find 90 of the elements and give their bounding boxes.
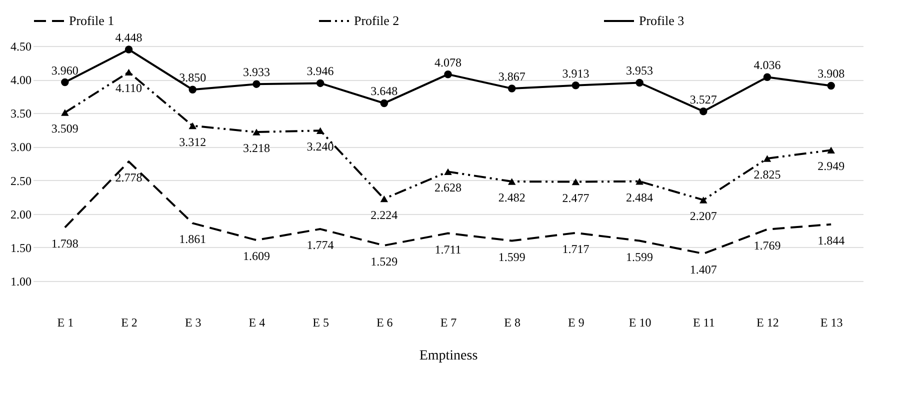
point [252, 128, 260, 136]
point [61, 109, 69, 116]
y-tick-label: 1.00 [10, 274, 32, 288]
y-tick-label: 4.50 [10, 40, 32, 54]
data-label: 2.207 [690, 208, 717, 223]
data-label: 1.774 [306, 238, 334, 252]
data-label: 1.599 [498, 250, 526, 264]
data-label: 2.778 [115, 170, 142, 185]
point [61, 78, 69, 86]
data-label: 4.036 [754, 58, 781, 72]
x-tick-label: E 8 [504, 316, 521, 330]
x-tick-label: E 11 [692, 316, 715, 330]
point [444, 168, 452, 176]
legend-label: Profile 1 [69, 13, 114, 28]
legend-label: Profile 2 [354, 13, 400, 28]
point [380, 195, 388, 202]
data-label: 3.960 [51, 63, 78, 78]
point [444, 70, 452, 78]
data-label: 1.861 [179, 232, 206, 246]
data-label: 3.913 [562, 66, 590, 80]
data-label: 3.946 [306, 64, 334, 78]
x-tick-label: E 2 [121, 316, 138, 330]
point [252, 80, 260, 88]
y-tick-label: 3.50 [10, 106, 32, 121]
data-label: 1.717 [562, 242, 590, 256]
x-tick-label: E 1 [57, 316, 74, 330]
x-tick-label: E 12 [756, 316, 779, 330]
data-label: 2.484 [626, 190, 654, 204]
legend-label: Profile 3 [639, 13, 684, 28]
x-tick-label: E 10 [628, 316, 652, 330]
data-label: 1.609 [242, 249, 270, 264]
data-label: 1.711 [434, 242, 462, 256]
point [827, 146, 835, 154]
data-label: 1.844 [818, 233, 845, 248]
data-label: 3.509 [51, 122, 78, 136]
data-label: 3.312 [179, 134, 206, 149]
data-label: 1.529 [370, 254, 398, 268]
point [700, 196, 708, 204]
point [124, 68, 133, 76]
point [316, 127, 324, 134]
point [508, 84, 516, 92]
data-label: 3.527 [690, 92, 717, 106]
data-label: 1.407 [690, 262, 717, 277]
point [827, 82, 835, 90]
point [700, 107, 708, 116]
data-label: 2.482 [498, 190, 526, 204]
x-tick-label: E 5 [312, 316, 329, 330]
data-label: 3.850 [179, 70, 206, 85]
data-label: 3.933 [242, 65, 270, 80]
point [763, 155, 772, 162]
x-tick-label: E 6 [376, 316, 393, 330]
data-label: 2.477 [562, 190, 590, 205]
data-label: 2.825 [754, 167, 781, 182]
x-axis-title: Emptiness [419, 348, 478, 364]
data-label: 2.224 [370, 208, 398, 222]
y-tick-label: 4.00 [10, 73, 32, 88]
data-label: 3.648 [370, 84, 398, 98]
point [188, 122, 196, 130]
y-tick-label: 2.00 [10, 207, 32, 222]
y-tick-label: 2.50 [10, 174, 32, 188]
x-tick-label: E 3 [184, 316, 202, 330]
y-tick-label: 1.50 [10, 240, 32, 255]
data-label: 3.240 [306, 140, 334, 154]
point [380, 99, 388, 108]
data-label: 4.448 [115, 30, 142, 44]
data-label: 3.218 [242, 141, 270, 156]
point [763, 73, 772, 82]
data-label: 2.628 [434, 180, 462, 195]
point [572, 178, 580, 186]
point [508, 178, 516, 185]
x-tick-label: E 4 [248, 316, 266, 330]
point [316, 79, 324, 88]
data-label: 4.078 [434, 55, 462, 70]
data-label: 1.798 [51, 236, 78, 250]
point [124, 46, 133, 54]
point [636, 78, 644, 87]
y-tick-label: 3.00 [10, 140, 32, 154]
data-label: 3.953 [626, 64, 654, 78]
point [572, 82, 580, 90]
x-tick-label: E 13 [820, 316, 843, 330]
data-label: 3.867 [498, 70, 526, 84]
data-label: 2.949 [818, 159, 845, 174]
data-label: 1.769 [754, 238, 781, 252]
data-label: 3.908 [818, 66, 845, 81]
point [188, 86, 196, 94]
point [636, 178, 644, 185]
data-label: 4.110 [115, 81, 142, 96]
x-tick-label: E 9 [568, 316, 584, 330]
data-label: 1.599 [626, 250, 654, 264]
x-tick-label: E 7 [440, 316, 457, 330]
